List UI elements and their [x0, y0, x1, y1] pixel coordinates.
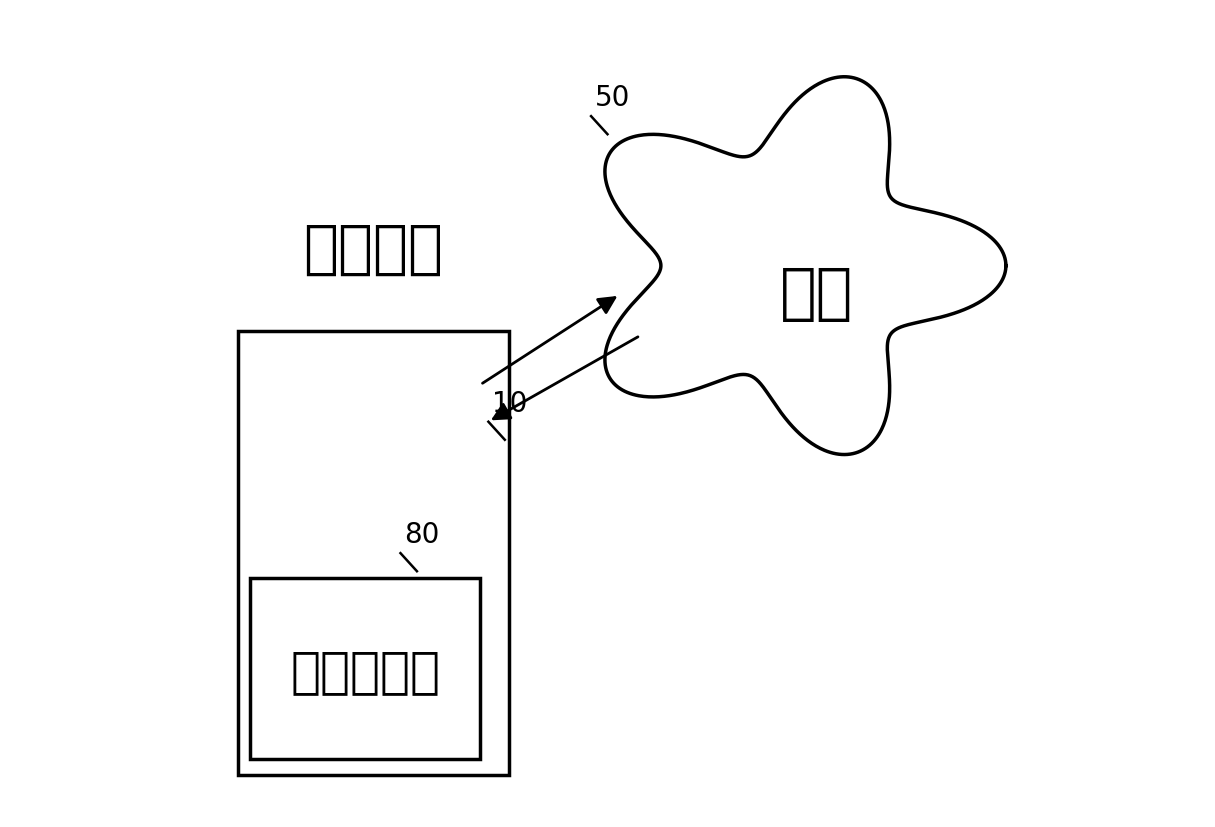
Bar	[238, 332, 509, 775]
Text: 50: 50	[595, 84, 631, 112]
Text: 80: 80	[405, 521, 440, 549]
Text: 移动终端: 移动终端	[304, 221, 443, 278]
Text: 10: 10	[492, 390, 527, 418]
Polygon shape	[605, 77, 1006, 455]
Text: 网络: 网络	[780, 265, 854, 324]
Text: 融合管理器: 融合管理器	[290, 648, 440, 696]
Bar	[250, 578, 480, 758]
